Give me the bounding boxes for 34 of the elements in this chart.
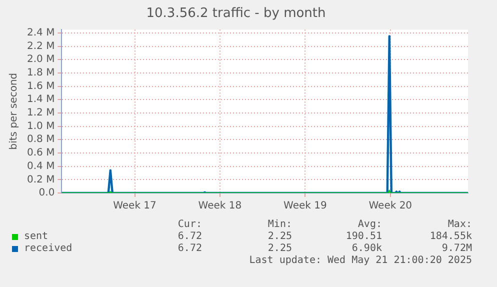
text: 6.72 [176, 243, 202, 255]
y-tick-label: 0.4 M [26, 160, 55, 172]
legend-label: sent [24, 231, 48, 243]
y-tick-label: 2.2 M [26, 40, 55, 52]
y-tick-label: 1.0 M [26, 120, 55, 132]
y-tick-label: 1.2 M [26, 108, 55, 119]
y-axis-title: bits per second [8, 72, 20, 150]
y-tick-label: 1.6 M [26, 80, 55, 92]
text: 2.25 [266, 243, 292, 255]
x-tick-label: Week 19 [284, 200, 327, 212]
y-tick-label: 0.8 M [26, 134, 55, 146]
text: Min: [266, 219, 292, 231]
y-tick-label: 2.4 M [26, 28, 55, 39]
text: Max: [446, 219, 472, 231]
text: Last update: Wed May 21 21:00:20 2025 [248, 255, 472, 267]
text: Cur: [176, 219, 202, 231]
text: 6.72 [176, 231, 202, 243]
chart-title: 10.3.56.2 traffic - by month [146, 6, 326, 22]
y-tick-label: 1.8 M [26, 68, 55, 79]
text: Avg: [356, 219, 382, 231]
text: 6.90k [350, 243, 382, 255]
y-tick-label: 0.6 M [26, 148, 55, 159]
y-tick-label: 1.4 M [26, 94, 55, 106]
x-tick-label: Week 17 [113, 200, 156, 212]
text: 190.51 [344, 231, 382, 243]
y-tick-label: 0.0 [38, 188, 55, 199]
x-tick-label: Week 20 [368, 200, 412, 212]
text: 184.55k [428, 231, 472, 243]
text: 2.25 [266, 231, 292, 243]
y-tick-label: 2.0 M [26, 54, 55, 66]
text: 9.72M [440, 243, 472, 255]
x-tick-label: Week 18 [198, 200, 242, 212]
legend-label: received [24, 243, 72, 255]
y-tick-label: 0.2 M [26, 174, 55, 186]
